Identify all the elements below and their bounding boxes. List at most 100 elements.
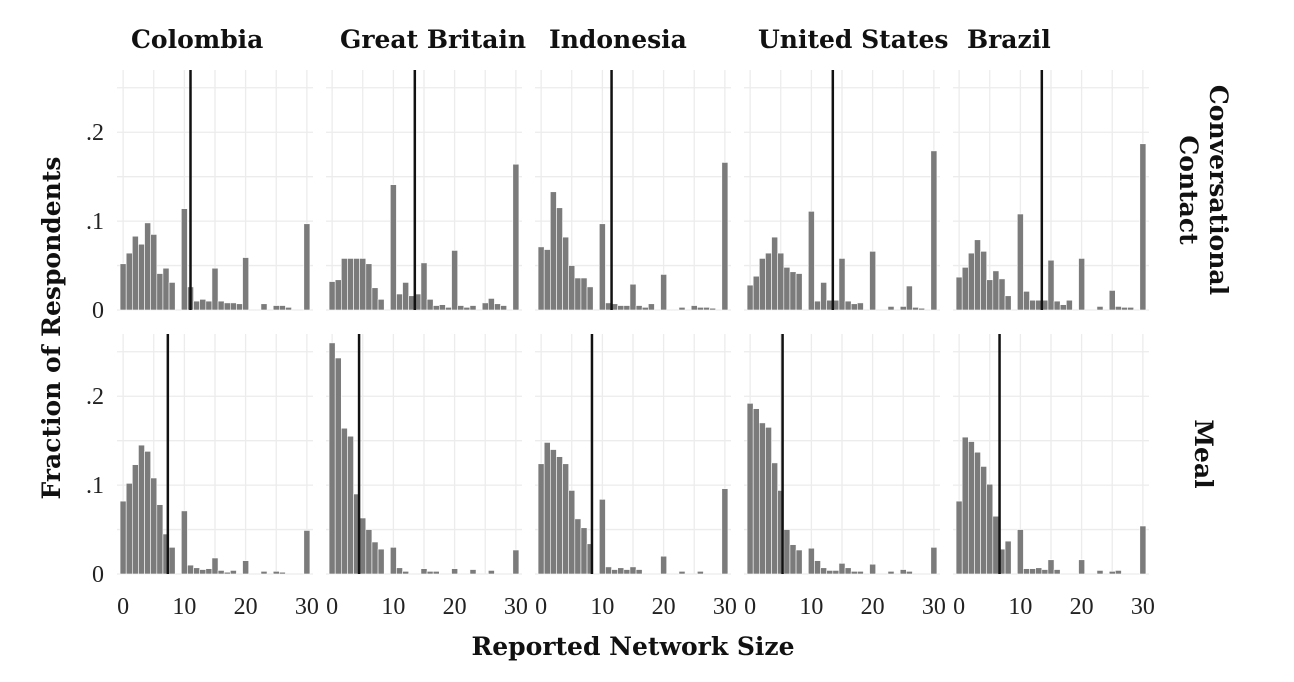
histogram-bar	[869, 563, 876, 575]
histogram-bar	[635, 305, 643, 311]
histogram-bar	[826, 570, 834, 575]
histogram-bar	[789, 271, 797, 311]
x-tick-label: 10	[799, 594, 823, 620]
histogram-bar	[223, 302, 231, 311]
histogram-bar	[488, 298, 495, 311]
histogram-bar	[556, 456, 563, 575]
column-title: Brazil	[967, 25, 1051, 54]
y-tick-label: .1	[86, 209, 104, 235]
histogram-bar	[617, 305, 625, 311]
histogram-bar	[272, 571, 280, 575]
histogram-bar	[752, 408, 760, 575]
histogram-bar	[899, 569, 907, 575]
histogram-bar	[371, 287, 379, 311]
histogram-bar	[703, 307, 710, 311]
histogram-bar	[377, 299, 385, 311]
y-tick-label: .1	[86, 473, 104, 499]
histogram-bar	[1029, 568, 1036, 575]
histogram-bar	[211, 267, 219, 311]
histogram-bar	[543, 442, 551, 575]
histogram-bar	[697, 571, 704, 575]
histogram-bar	[623, 569, 631, 575]
histogram-bar	[199, 569, 207, 575]
histogram-bar	[303, 530, 311, 575]
x-tick-label: 20	[861, 594, 885, 620]
histogram-bar	[1139, 525, 1147, 575]
histogram-bar	[432, 305, 440, 311]
histogram-bar	[426, 571, 434, 575]
histogram-bar	[660, 274, 667, 311]
histogram-bar	[205, 568, 213, 575]
histogram-bar	[1108, 571, 1116, 575]
histogram-bar	[353, 258, 360, 311]
histogram-bar	[377, 548, 385, 575]
x-tick-label: 30	[713, 594, 737, 620]
histogram-bar	[1017, 529, 1024, 575]
histogram-bar	[844, 567, 852, 575]
histogram-bar	[1017, 213, 1024, 311]
histogram-bar	[857, 302, 864, 311]
histogram-bar	[138, 444, 145, 575]
histogram-bar	[341, 258, 348, 311]
histogram-bar	[641, 307, 649, 311]
histogram-bar	[568, 490, 576, 575]
grid-layer	[117, 70, 1149, 575]
histogram-bar	[746, 284, 754, 311]
histogram-bar	[1078, 559, 1085, 575]
histogram-bar	[132, 464, 139, 575]
histogram-bar	[961, 267, 969, 311]
histogram-bar	[272, 305, 280, 311]
histogram-bar	[217, 300, 225, 311]
histogram-bar	[955, 500, 963, 575]
histogram-bar	[562, 236, 569, 311]
histogram-bar	[974, 239, 981, 311]
histogram-bar	[445, 307, 452, 311]
column-title: Indonesia	[549, 25, 687, 54]
histogram-bar	[968, 252, 975, 311]
histogram-bar	[857, 571, 864, 575]
histogram-bar	[814, 300, 821, 311]
histogram-bar	[242, 257, 249, 311]
histogram-bar	[1023, 568, 1030, 575]
histogram-bar	[980, 466, 987, 575]
x-tick-label: 30	[1131, 594, 1155, 620]
histogram-bar	[279, 571, 286, 575]
histogram-bar	[1047, 259, 1055, 311]
histogram-bar	[144, 222, 151, 311]
histogram-bar	[494, 303, 501, 311]
histogram-bar	[205, 300, 213, 311]
histogram-bar	[426, 299, 434, 311]
histogram-bar	[998, 278, 1006, 311]
histogram-bar	[617, 567, 625, 575]
histogram-bar	[481, 302, 489, 311]
histogram-bar	[808, 211, 815, 311]
histogram-bar	[1053, 569, 1061, 575]
x-tick-label: 20	[652, 594, 676, 620]
histogram-bar	[599, 499, 606, 575]
histogram-bar	[820, 567, 827, 575]
histogram-bar	[181, 208, 188, 311]
column-title: Great Britain	[340, 25, 526, 54]
row-label: Meal	[1189, 419, 1218, 488]
bar-layer	[119, 143, 1147, 575]
histogram-bar	[1115, 306, 1122, 311]
histogram-bar	[537, 463, 545, 575]
histogram-bar	[697, 307, 704, 311]
histogram-bar	[469, 305, 477, 311]
histogram-bar	[789, 544, 797, 575]
histogram-bar	[808, 547, 815, 575]
histogram-bar	[814, 560, 821, 575]
histogram-bar	[223, 571, 231, 575]
histogram-bar	[488, 570, 495, 575]
histogram-bar	[1047, 559, 1055, 575]
histogram-bar	[119, 500, 127, 575]
histogram-bar	[217, 570, 225, 575]
x-tick-label: 10	[381, 594, 405, 620]
column-title: Colombia	[131, 25, 263, 54]
histogram-bar	[211, 557, 219, 575]
histogram-bar	[359, 258, 367, 311]
histogram-bar	[844, 300, 852, 311]
row-label-line: Contact	[1174, 135, 1203, 245]
histogram-bar	[961, 436, 969, 575]
